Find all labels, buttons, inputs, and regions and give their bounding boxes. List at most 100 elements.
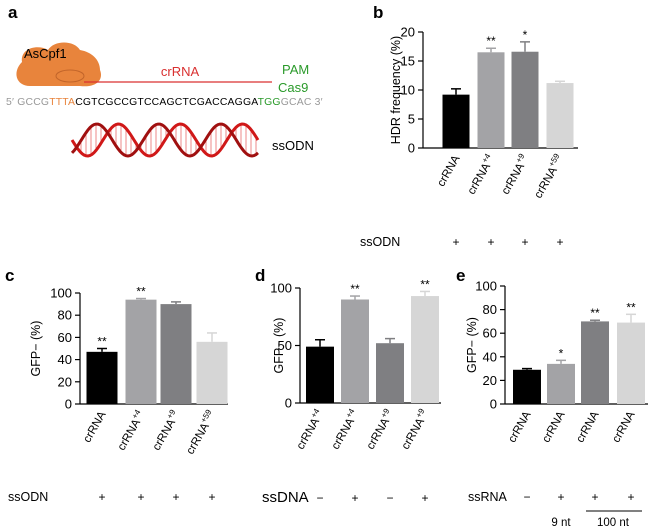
sequence: 5′ GCCGTTTACGTCGCCGTCCAGCTCGACCAGGATGGGC… <box>6 97 323 108</box>
pam-label: PAM <box>282 62 309 77</box>
x-tick-label: crRNA+4 <box>463 152 498 197</box>
x-tick-label: crRNA+59 <box>182 408 219 457</box>
bar <box>547 363 575 404</box>
y-axis-title: HDR frequency (%) <box>389 36 403 144</box>
bar <box>477 52 505 148</box>
category: crRNA <box>500 161 527 197</box>
bar <box>306 346 334 403</box>
significance: * <box>559 346 564 360</box>
y-tick-label: 0 <box>65 397 72 412</box>
protein-shape <box>16 42 102 87</box>
seq-part: CGTCGCCGTCCAGCTCGACCAGGA <box>75 97 258 108</box>
category: crRNA <box>532 165 559 201</box>
condition-label: ssDNA <box>262 489 309 506</box>
y-tick-label: 40 <box>483 349 497 364</box>
category: crRNA <box>574 409 601 445</box>
y-tick-label: 100 <box>50 286 72 301</box>
y-tick-label: 100 <box>270 281 292 296</box>
category-superscript: +59 <box>547 152 562 169</box>
bar <box>546 83 574 148</box>
condition-label: ssODN <box>8 490 48 504</box>
x-tick-label: crRNA <box>574 409 601 445</box>
x-tick-label: crRNA+4 <box>327 407 362 452</box>
x-tick-label: crRNA+9 <box>497 152 532 197</box>
category-superscript: +59 <box>199 408 214 425</box>
y-tick-label: 60 <box>483 326 497 341</box>
seq-part: TGG <box>258 97 281 108</box>
condition-label: ssRNA <box>468 490 508 504</box>
condition-label: ssODN <box>360 235 400 249</box>
category: crRNA <box>184 421 211 457</box>
bar <box>196 341 228 404</box>
x-tick-label: crRNA+9 <box>397 407 432 452</box>
seq-part: TTTA <box>49 97 75 108</box>
cas9-label: Cas9 <box>278 80 308 95</box>
guide-label: crRNA <box>161 64 200 79</box>
condition-value: + <box>521 235 528 249</box>
helix <box>70 122 260 158</box>
y-tick-label: 80 <box>483 302 497 317</box>
x-tick-label: crRNA+9 <box>362 407 397 452</box>
category: crRNA <box>81 409 108 445</box>
significance: ** <box>97 335 107 349</box>
condition-value: + <box>172 490 179 504</box>
condition-value: + <box>556 235 563 249</box>
x-tick-label: crRNA <box>506 409 533 445</box>
y-axis-title: GFP− (%) <box>272 318 286 374</box>
seq-part: 5′ GCCG <box>6 97 49 108</box>
category: crRNA <box>506 409 533 445</box>
x-tick-label: crRNA <box>610 409 637 445</box>
significance: ** <box>590 306 600 320</box>
x-tick-label: crRNA+9 <box>148 408 183 453</box>
y-axis-title: GFP− (%) <box>29 321 43 377</box>
panel-letter: d <box>255 266 265 285</box>
significance: ** <box>486 34 496 48</box>
x-tick-label: crRNA+4 <box>113 408 148 453</box>
category: crRNA <box>435 153 462 189</box>
condition-value: + <box>487 235 494 249</box>
bar <box>376 343 404 403</box>
condition-value: − <box>316 491 323 505</box>
helix-strand <box>70 122 259 158</box>
category: crRNA <box>400 416 427 452</box>
significance: ** <box>350 282 360 296</box>
bar <box>86 351 118 404</box>
y-tick-label: 50 <box>278 338 292 353</box>
significance: * <box>523 28 528 42</box>
y-tick-label: 5 <box>408 112 415 127</box>
category: crRNA <box>295 416 322 452</box>
condition-value: + <box>627 490 634 504</box>
helix-strand <box>70 122 260 158</box>
x-tick-label: crRNA+59 <box>530 152 567 201</box>
seq-part: GCAC 3′ <box>281 97 323 108</box>
bar <box>160 304 192 404</box>
panel-letter: c <box>5 266 14 285</box>
group-label: 9 nt <box>551 517 571 529</box>
condition-value: + <box>452 235 459 249</box>
x-tick-label: crRNA+4 <box>292 407 327 452</box>
schematic: a AsCpf1 crRNA PAM Cas9 5′ GCCGTTTACGTCG… <box>6 3 323 158</box>
x-tick-label: crRNA <box>435 153 462 189</box>
y-tick-label: 80 <box>58 308 72 323</box>
condition-value: − <box>523 490 530 504</box>
group-label: 100 nt <box>597 517 630 529</box>
y-tick-label: 10 <box>401 83 415 98</box>
bar <box>617 322 645 404</box>
category: crRNA <box>330 416 357 452</box>
donor-label: ssODN <box>272 138 314 153</box>
bar <box>442 94 470 148</box>
panel-letter: e <box>456 266 465 285</box>
condition-value: + <box>351 491 358 505</box>
bar <box>511 51 539 148</box>
bar <box>125 299 157 404</box>
x-tick-label: crRNA <box>540 409 567 445</box>
condition-value: + <box>557 490 564 504</box>
significance: ** <box>420 277 430 291</box>
bar <box>411 296 439 403</box>
category: crRNA <box>540 409 567 445</box>
condition-value: + <box>98 490 105 504</box>
y-tick-label: 0 <box>408 141 415 156</box>
category: crRNA <box>610 409 637 445</box>
